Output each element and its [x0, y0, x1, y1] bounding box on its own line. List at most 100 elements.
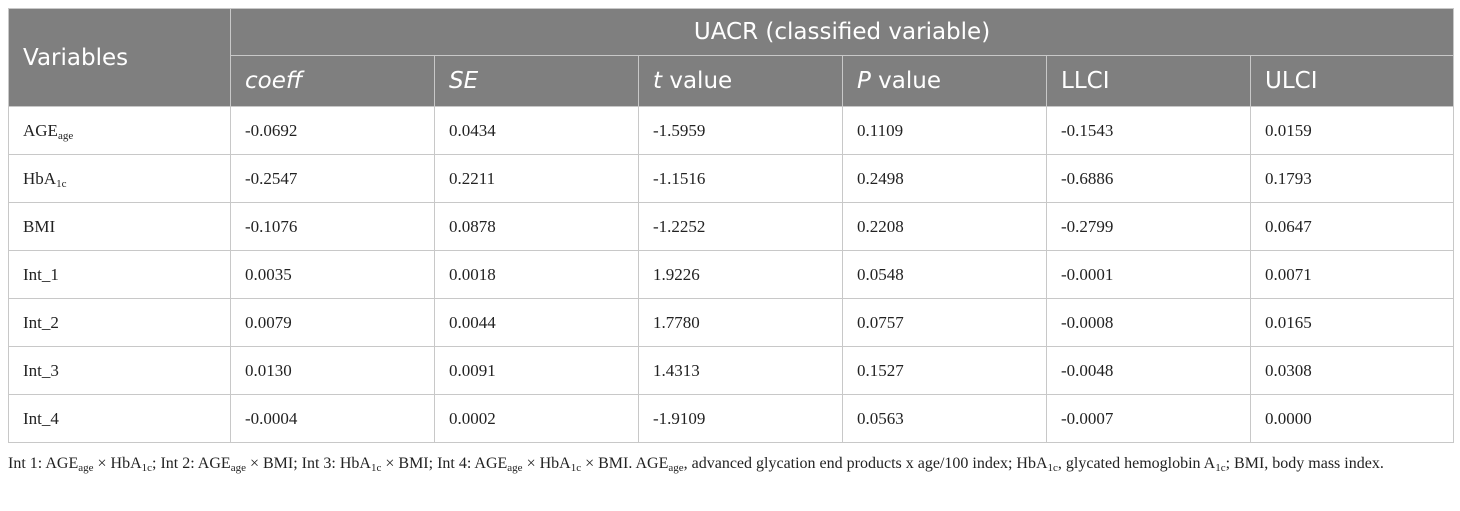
- row-label: Int_2: [8, 298, 231, 347]
- table-row: Int_1 0.0035 0.0018 1.9226 0.0548 -0.0001 0.00…: [8, 250, 1455, 299]
- header-t-italic: t: [653, 68, 663, 94]
- fn-part: , advanced glycation end products x age/…: [683, 455, 1048, 472]
- cell-p: 0.1527: [842, 346, 1047, 395]
- fn-part: × BMI; Int 4: AGE: [381, 455, 508, 472]
- fn-part: × BMI; Int 3: HbA: [245, 455, 371, 472]
- cell-ulci: 0.0071: [1249, 250, 1455, 299]
- header-t-rest: value: [662, 68, 733, 94]
- row-label: Int_1: [8, 250, 231, 299]
- cell-llci: -0.0001: [1046, 250, 1251, 299]
- cell-coeff: 0.0079: [230, 298, 435, 347]
- cell-t: -1.2252: [638, 202, 843, 251]
- cell-se: 0.0434: [434, 106, 639, 155]
- cell-p: 0.2498: [842, 154, 1047, 203]
- cell-t: -1.9109: [638, 394, 843, 443]
- cell-coeff: -0.0004: [230, 394, 435, 443]
- row-label: Int_3: [8, 346, 231, 395]
- regression-table: Variables UACR (classified variable) coe…: [8, 8, 1455, 443]
- header-p-italic: P: [857, 68, 871, 94]
- row-label-base: BMI: [23, 216, 56, 236]
- cell-ulci: 0.0647: [1249, 202, 1455, 251]
- fn-sub: 1c: [1215, 462, 1226, 474]
- fn-part: , glycated hemoglobin A: [1057, 455, 1216, 472]
- fn-sub: 1c: [570, 462, 582, 474]
- fn-part: ; Int 2: AGE: [152, 455, 231, 472]
- cell-se: 0.0044: [434, 298, 639, 347]
- cell-ulci: 0.0159: [1249, 106, 1455, 155]
- cell-t: 1.9226: [638, 250, 843, 299]
- cell-t: 1.7780: [638, 298, 843, 347]
- cell-coeff: 0.0035: [230, 250, 435, 299]
- cell-coeff: -0.2547: [230, 154, 435, 203]
- cell-llci: -0.0008: [1046, 298, 1251, 347]
- cell-llci: -0.1543: [1046, 106, 1251, 155]
- cell-coeff: -0.1076: [230, 202, 435, 251]
- header-t-value: t value: [638, 55, 843, 107]
- fn-sub: age: [230, 462, 246, 474]
- cell-se: 0.0018: [434, 250, 639, 299]
- cell-llci: -0.0007: [1046, 394, 1251, 443]
- header-coeff-label: coeff: [245, 68, 303, 94]
- fn-sub: 1c: [141, 462, 153, 474]
- header-llci: LLCI: [1046, 55, 1251, 107]
- cell-llci: -0.6886: [1046, 154, 1251, 203]
- row-label: HbA1c: [8, 154, 231, 203]
- cell-coeff: 0.0130: [230, 346, 435, 395]
- cell-ulci: 0.1793: [1249, 154, 1455, 203]
- row-label-base: AGE: [23, 120, 58, 140]
- cell-t: 1.4313: [638, 346, 843, 395]
- row-label-base: HbA: [23, 168, 57, 188]
- table-header: Variables UACR (classified variable) coe…: [8, 8, 1455, 107]
- row-label: Int_4: [8, 394, 231, 443]
- header-se: SE: [434, 55, 639, 107]
- table-row: Int_4 -0.0004 0.0002 -1.9109 0.0563 -0.0007 0.…: [8, 394, 1455, 443]
- header-group-uacr: UACR (classified variable): [229, 8, 1455, 56]
- table-footnote: Int 1: AGEage × HbA1c; Int 2: AGEage × B…: [8, 453, 1453, 475]
- row-label-base: Int_2: [23, 312, 59, 332]
- fn-part: × BMI. AGE: [581, 455, 669, 472]
- header-variables: Variables: [8, 8, 231, 107]
- cell-t: -1.5959: [638, 106, 843, 155]
- header-ulci: ULCI: [1249, 55, 1455, 107]
- row-label-sub: 1c: [56, 177, 67, 190]
- cell-se: 0.0091: [434, 346, 639, 395]
- cell-ulci: 0.0165: [1249, 298, 1455, 347]
- row-label-base: Int_4: [23, 408, 59, 428]
- cell-p: 0.2208: [842, 202, 1047, 251]
- row-label-sub: age: [57, 129, 74, 142]
- fn-sub: 1c: [1047, 462, 1058, 474]
- cell-p: 0.0563: [842, 394, 1047, 443]
- table-container: Variables UACR (classified variable) coe…: [8, 8, 1455, 475]
- cell-se: 0.0002: [434, 394, 639, 443]
- header-coeff: coeff: [230, 55, 435, 107]
- table-row: Int_3 0.0130 0.0091 1.4313 0.1527 -0.0048 0.03…: [8, 346, 1455, 395]
- fn-part: × HbA: [93, 455, 142, 472]
- row-label: AGEage: [8, 106, 231, 155]
- row-label-base: Int_3: [23, 360, 59, 380]
- cell-coeff: -0.0692: [230, 106, 435, 155]
- fn-sub: age: [78, 462, 94, 474]
- header-p-value: P value: [842, 55, 1047, 107]
- cell-llci: -0.0048: [1046, 346, 1251, 395]
- cell-p: 0.0757: [842, 298, 1047, 347]
- cell-se: 0.2211: [434, 154, 639, 203]
- row-label: BMI: [8, 202, 231, 251]
- cell-ulci: 0.0308: [1249, 346, 1455, 395]
- header-se-label: SE: [449, 68, 479, 94]
- cell-se: 0.0878: [434, 202, 639, 251]
- table-row: HbA1c -0.2547 0.2211 -1.1516 0.2498 -0.6886 0.…: [8, 154, 1455, 203]
- table-row: AGEage -0.0692 0.0434 -1.5959 0.1109 -0.1543 0…: [8, 106, 1455, 155]
- fn-sub: 1c: [370, 462, 382, 474]
- fn-sub: age: [668, 462, 684, 474]
- cell-ulci: 0.0000: [1249, 394, 1455, 443]
- table-body: AGEage -0.0692 0.0434 -1.5959 0.1109 -0.1543 0…: [8, 106, 1455, 443]
- cell-p: 0.0548: [842, 250, 1047, 299]
- cell-p: 0.1109: [842, 106, 1047, 155]
- cell-t: -1.1516: [638, 154, 843, 203]
- fn-part: Int 1: AGE: [8, 455, 79, 472]
- fn-sub: age: [507, 462, 523, 474]
- table-row: Int_2 0.0079 0.0044 1.7780 0.0757 -0.0008 0.01…: [8, 298, 1455, 347]
- header-p-rest: value: [870, 68, 942, 94]
- cell-llci: -0.2799: [1046, 202, 1251, 251]
- fn-part: ; BMI, body mass index.: [1225, 455, 1384, 472]
